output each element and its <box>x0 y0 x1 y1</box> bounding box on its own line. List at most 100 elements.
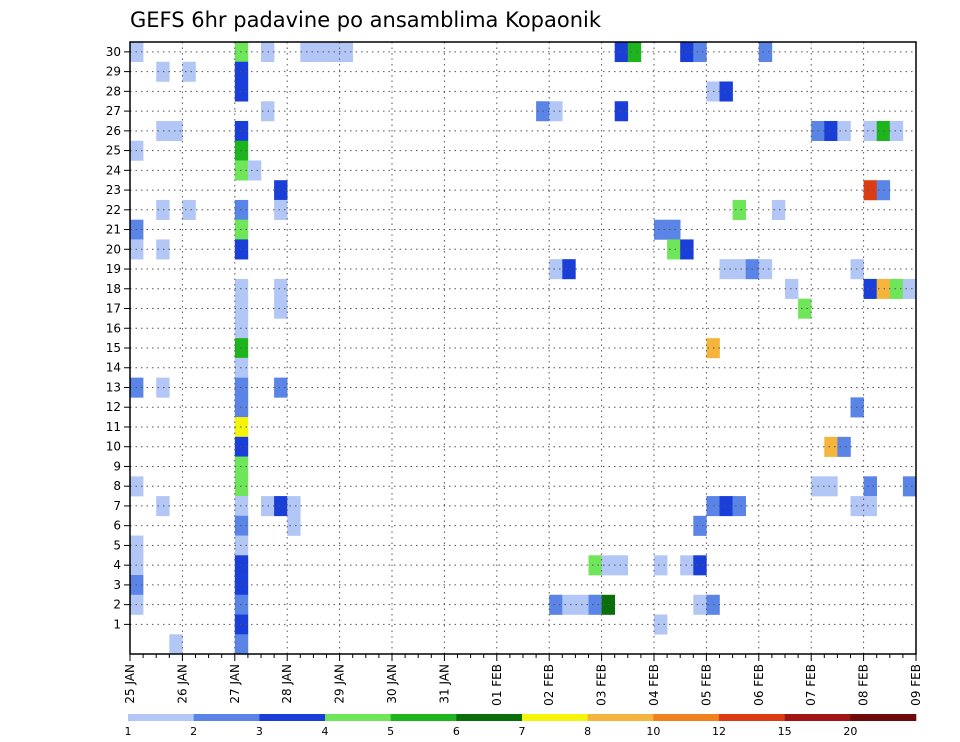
precip-cell <box>876 180 891 201</box>
y-tick-label: 16 <box>106 321 121 335</box>
precip-cell <box>156 239 170 260</box>
colorbar: 1 2 3 4 5 6 7 8 10 12 15 20 <box>125 714 917 738</box>
precip-cell <box>902 278 917 299</box>
precip-cell <box>732 496 746 517</box>
precip-cell <box>614 555 629 576</box>
precip-cell <box>588 594 602 615</box>
precip-cell <box>654 219 668 240</box>
colorbar-label: 10 <box>646 725 660 738</box>
precip-cell <box>837 120 851 142</box>
precip-cell <box>732 259 746 280</box>
y-tick-label: 21 <box>106 223 121 237</box>
x-tick-label: 31 JAN <box>437 664 451 704</box>
precip-cell <box>169 120 183 142</box>
y-tick-label: 15 <box>106 341 121 355</box>
plot-area: 1234567891011121314151617181920212223242… <box>106 41 923 706</box>
x-tick-label: 02 FEB <box>542 664 556 706</box>
colorbar-label: 1 <box>125 725 132 738</box>
precip-cell <box>614 42 629 63</box>
y-tick-label: 30 <box>106 45 121 59</box>
precip-cell <box>693 594 707 615</box>
x-tick-label: 05 FEB <box>699 664 713 706</box>
colorbar-label: 12 <box>712 725 726 738</box>
x-tick-label: 09 FEB <box>909 664 923 706</box>
precip-cell <box>274 199 288 220</box>
y-tick-label: 24 <box>106 163 121 177</box>
precip-cell <box>876 278 891 299</box>
x-tick-label: 27 JAN <box>228 664 242 704</box>
precip-cell <box>863 476 877 497</box>
y-tick-label: 3 <box>113 578 121 592</box>
precip-cell <box>287 496 301 517</box>
precip-cell <box>156 496 170 517</box>
x-tick-label: 06 FEB <box>752 664 766 706</box>
precip-cell <box>876 120 891 142</box>
x-tick-label: 01 FEB <box>490 664 504 706</box>
precip-cell <box>889 120 904 142</box>
y-tick-label: 22 <box>106 203 121 217</box>
precip-cell <box>863 496 877 517</box>
precip-cell <box>614 101 629 122</box>
precip-cell <box>549 101 563 122</box>
colorbar-segment <box>259 714 326 721</box>
precip-cell <box>771 199 786 220</box>
precip-cell <box>562 259 576 280</box>
precip-cell <box>732 199 746 220</box>
precip-cell <box>234 634 249 655</box>
y-tick-label: 9 <box>113 459 121 473</box>
precip-cell <box>182 199 196 220</box>
chart-title: GEFS 6hr padavine po ansamblima Kopaonik <box>130 8 602 32</box>
precip-cell <box>693 42 707 63</box>
precip-cell <box>667 239 681 260</box>
x-tick-label: 25 JAN <box>123 664 137 704</box>
colorbar-segment <box>390 714 457 721</box>
y-tick-label: 13 <box>106 380 121 394</box>
y-tick-label: 7 <box>113 499 121 513</box>
precip-cell <box>274 180 288 201</box>
colorbar-label: 2 <box>190 725 197 738</box>
precip-cell <box>758 42 773 63</box>
precip-cell <box>719 81 733 102</box>
y-tick-label: 23 <box>106 183 121 197</box>
colorbar-label: 20 <box>843 725 857 738</box>
precip-cell <box>693 555 707 576</box>
precip-cell <box>549 594 563 615</box>
y-tick-label: 5 <box>113 538 121 552</box>
precip-cell <box>863 120 877 142</box>
y-tick-label: 20 <box>106 242 121 256</box>
precip-cell <box>719 259 733 280</box>
precip-cell <box>654 614 668 635</box>
y-tick-label: 11 <box>106 420 121 434</box>
precip-cell <box>182 61 196 82</box>
colorbar-label: 8 <box>584 725 591 738</box>
y-tick-label: 4 <box>113 558 121 572</box>
precip-cell <box>274 496 288 517</box>
y-tick-label: 26 <box>106 124 121 138</box>
precip-cell <box>156 377 170 398</box>
colorbar-label: 7 <box>519 725 526 738</box>
colorbar-label: 6 <box>453 725 460 738</box>
precip-cell <box>274 377 288 398</box>
precip-cell <box>156 120 170 142</box>
x-tick-label: 29 JAN <box>333 664 347 704</box>
precip-cell <box>326 42 340 63</box>
precip-cell <box>824 120 838 142</box>
y-tick-label: 6 <box>113 519 121 533</box>
colorbar-segment <box>719 714 785 721</box>
y-tick-label: 8 <box>113 479 121 493</box>
colorbar-segment <box>456 714 523 721</box>
precip-cell <box>863 278 877 299</box>
colorbar-segment <box>653 714 720 721</box>
colorbar-label: 15 <box>778 725 792 738</box>
precip-cell <box>798 298 812 319</box>
precip-cell <box>169 634 183 655</box>
precip-cell <box>758 259 773 280</box>
precip-cell <box>719 496 733 517</box>
colorbar-segment <box>784 714 851 721</box>
x-tick-label: 28 JAN <box>280 664 294 704</box>
precip-cell <box>667 219 681 240</box>
y-tick-label: 18 <box>106 282 121 296</box>
precip-cell <box>562 594 576 615</box>
y-tick-label: 28 <box>106 84 121 98</box>
